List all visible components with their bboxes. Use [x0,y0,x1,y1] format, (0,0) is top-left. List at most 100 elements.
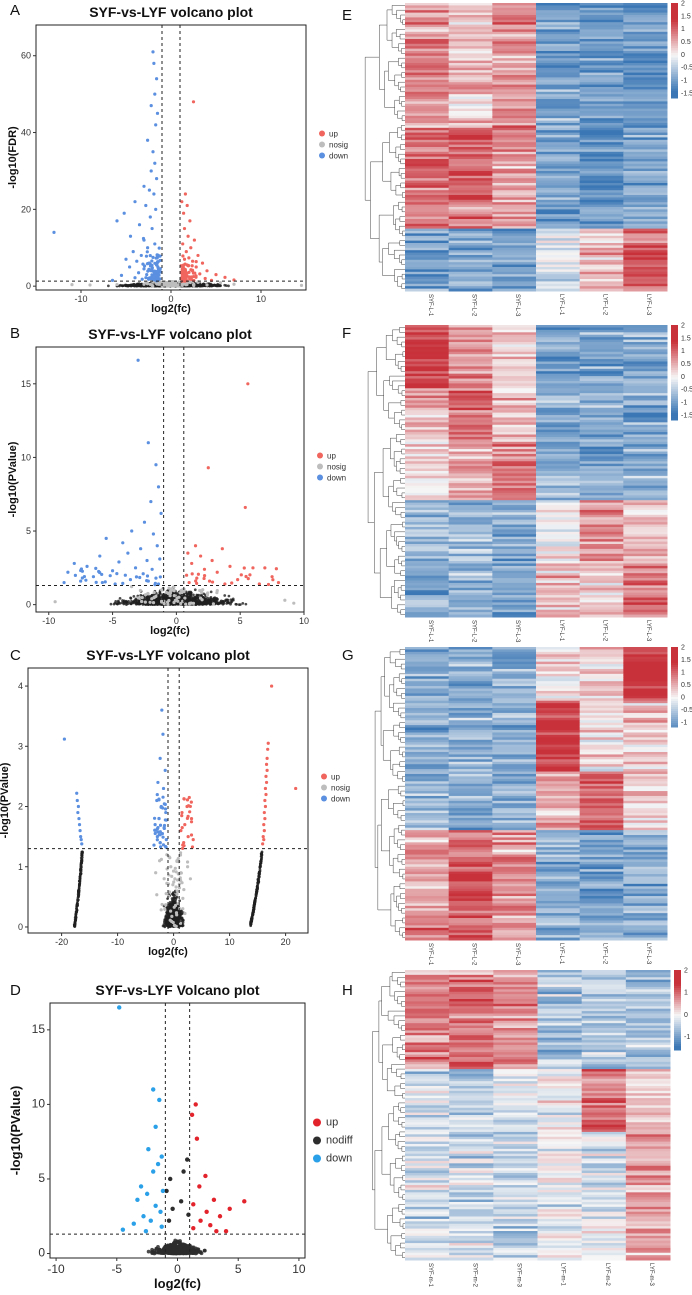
point-up [183,192,187,196]
point-nosig [174,598,178,602]
legend-marker-nosig [317,463,323,470]
y-tick-label: 0 [38,1246,45,1260]
dendrogram-branch [400,144,405,150]
colorbar-segment [671,95,678,99]
point-down [119,273,124,278]
sample-label: SYF-L-3 [514,294,520,317]
point-nosig [170,874,174,878]
dendrogram-branch [400,86,405,93]
dendrogram-branch [394,99,400,115]
point-nodiff [73,924,77,928]
point-nodiff [119,283,122,287]
point-up [186,835,190,839]
dendrogram-branch [398,81,405,90]
point-nosig [184,602,188,606]
dendrogram-branch [370,161,383,239]
point-up [179,829,183,833]
point-up [223,1228,229,1234]
point-down [161,795,165,799]
point-down [156,485,161,489]
y-tick-label: 4 [18,681,23,691]
point-down [84,578,88,582]
volcano-plot-b: SYF-vs-LYF volcano plot-10 -5 0 5 10051015lo… [7,326,346,637]
dendrogram-branch [401,259,405,265]
point-nodiff [161,924,165,928]
point-nosig [146,591,150,596]
point-up [196,253,200,258]
x-axis-label: log2(fc) [154,1276,201,1291]
colorbar-tick-label: 1 [681,26,685,33]
x-tick-label: 20 [281,937,291,947]
point-down [158,267,162,271]
point-nosig [160,902,164,907]
legend-marker-down [319,152,325,159]
colorbar-tick-label: -1.5 [681,90,692,97]
point-nodiff [260,851,264,855]
x-tick-label: -20 [55,937,68,947]
dendrogram-branch [388,61,399,81]
point-down [156,253,160,257]
point-up [190,572,194,576]
point-nodiff [216,282,220,286]
y-tick-label: 2 [18,802,23,812]
point-nosig [198,596,203,600]
point-nodiff [77,898,80,902]
point-down [154,123,158,127]
point-nodiff [197,593,201,597]
point-down [154,463,158,467]
point-down [163,844,168,849]
point-down [158,1209,163,1214]
point-down [142,267,146,271]
panel-letter-e: E [342,7,352,24]
point-nodiff [74,916,78,919]
point-down [142,520,147,524]
x-tick-label: 5 [238,616,243,626]
point-up [239,573,243,577]
point-up [244,574,248,579]
dendrogram-branch [402,192,405,198]
point-nosig [175,859,179,863]
legend-marker-up [321,773,327,780]
y-tick-label: 1 [18,862,23,872]
dendrogram-branch [395,29,405,37]
point-nodiff [156,601,159,604]
point-down [148,253,152,258]
row-dendrogram [364,5,405,289]
point-up [182,257,187,261]
point-down [154,576,158,580]
point-nodiff [165,911,168,914]
point-nosig [88,283,92,287]
point-down [152,61,156,66]
dendrogram-branch [401,283,405,289]
dendrogram-branch [400,173,405,179]
point-down [126,551,130,555]
point-down [115,219,119,223]
point-up [184,573,189,577]
point-nosig [148,282,152,286]
point-up [202,567,207,571]
point-up [191,100,196,104]
point-up [271,578,275,582]
point-down [138,575,142,580]
point-down [139,547,143,551]
point-nodiff [124,599,128,603]
point-up [270,575,274,579]
point-up [261,842,265,846]
point-nodiff [199,1251,204,1256]
point-down [155,798,159,803]
point-down [157,246,161,250]
point-up [198,272,202,276]
point-up [214,1228,219,1234]
point-nodiff [78,877,82,881]
panel-letter-c: C [10,647,21,664]
point-up [196,572,201,576]
point-nodiff [80,859,83,863]
point-down [141,262,145,266]
point-up [264,780,269,785]
point-down [140,277,144,281]
x-tick-label: -5 [111,1262,122,1276]
point-nodiff [223,594,227,597]
point-up [199,554,203,558]
point-nodiff [193,588,197,592]
point-nodiff [227,601,231,605]
